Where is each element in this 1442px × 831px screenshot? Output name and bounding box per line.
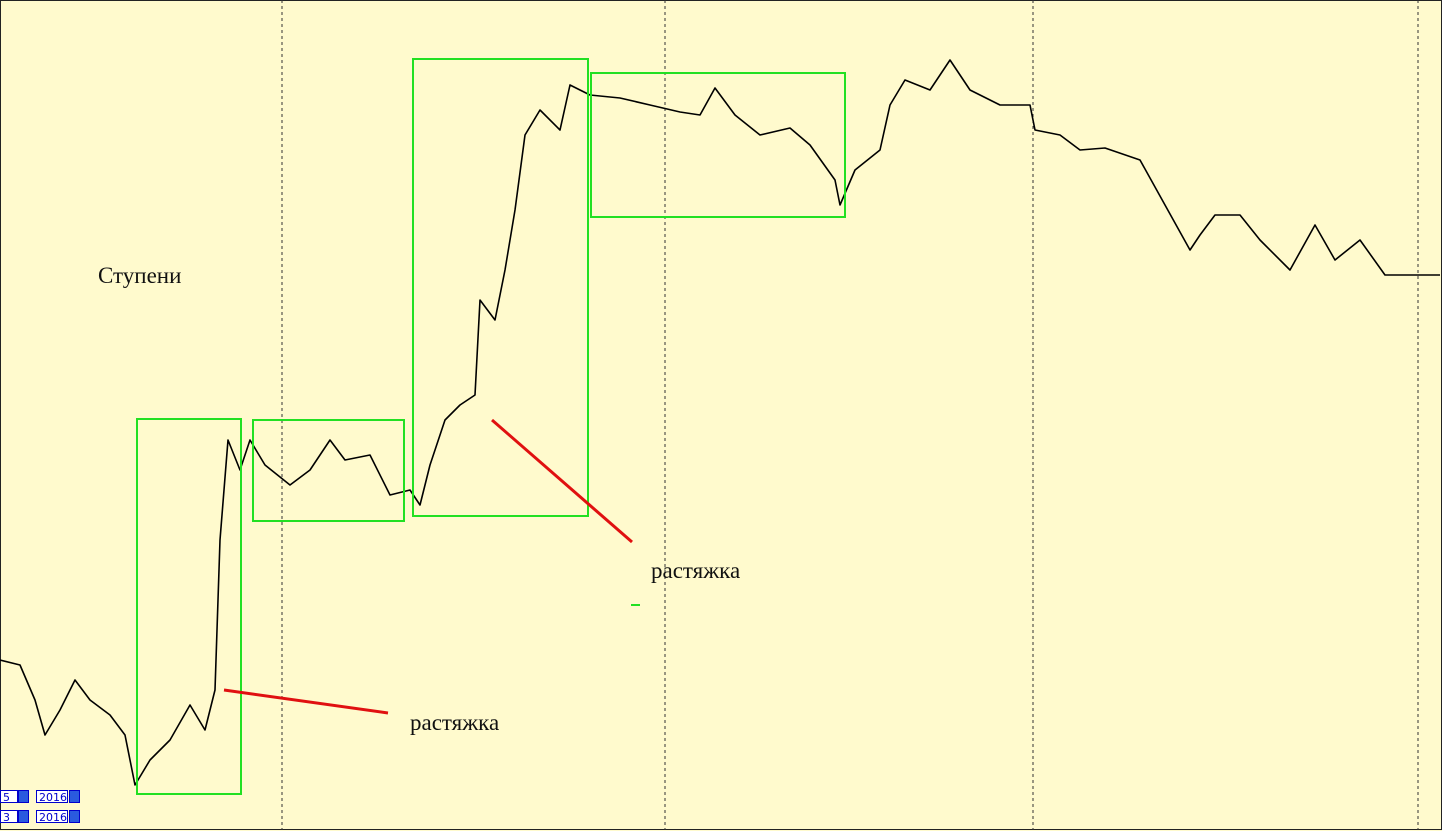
range-boxes bbox=[136, 58, 846, 795]
spin-button[interactable] bbox=[18, 790, 29, 803]
annotation-label: растяжка bbox=[410, 710, 499, 735]
day-field[interactable]: 3 bbox=[0, 810, 18, 824]
spin-button[interactable] bbox=[18, 810, 29, 823]
range-box bbox=[252, 419, 405, 522]
spin-button[interactable] bbox=[69, 790, 80, 803]
range-box bbox=[590, 72, 846, 218]
arrow-line bbox=[223, 688, 389, 715]
spin-button[interactable] bbox=[69, 810, 80, 823]
range-box bbox=[136, 418, 242, 795]
title-label: Ступени bbox=[98, 263, 181, 288]
year-field[interactable]: 2016 bbox=[36, 790, 68, 804]
price-line bbox=[0, 59, 1440, 786]
arrow-line bbox=[491, 418, 633, 544]
period-separators bbox=[281, 0, 1419, 830]
annotation-label: растяжка bbox=[651, 558, 740, 583]
range-box bbox=[412, 58, 589, 517]
year-field[interactable]: 2016 bbox=[36, 810, 68, 824]
day-field[interactable]: 5 bbox=[0, 790, 18, 804]
